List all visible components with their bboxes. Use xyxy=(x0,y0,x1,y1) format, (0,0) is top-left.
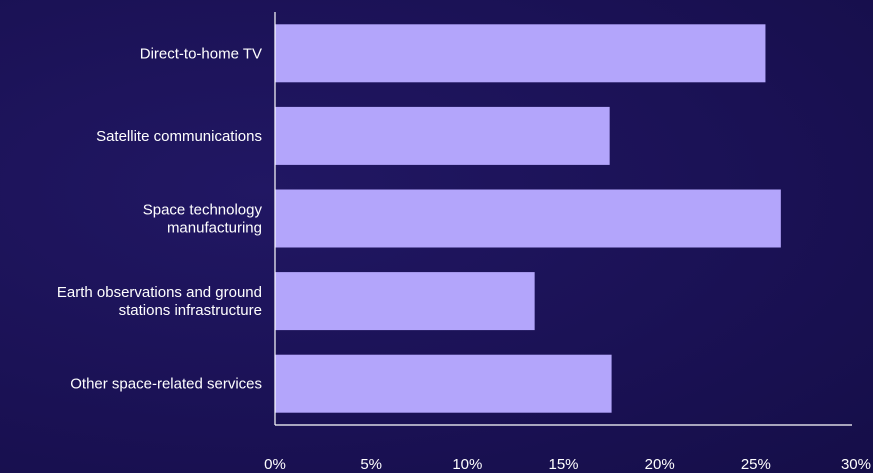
category-label: Space technology manufacturing xyxy=(143,202,263,237)
category-labels-group: Direct-to-home TV Satellite communication… xyxy=(57,45,263,392)
category-label-line: Space technology xyxy=(143,202,263,219)
category-label: Other space-related services xyxy=(70,376,262,393)
bar xyxy=(275,24,766,83)
category-label: Earth observations and ground stations in… xyxy=(57,284,262,319)
x-tick-label: 10% xyxy=(452,456,482,473)
x-tick-label: 25% xyxy=(741,456,771,473)
x-tick-label: 15% xyxy=(548,456,578,473)
bar xyxy=(275,189,781,248)
bar xyxy=(275,272,535,331)
bar xyxy=(275,106,610,165)
x-tick-labels-group: 0% 5% 10% 15% 20% 25% 30% xyxy=(264,456,871,473)
x-tick-label: 5% xyxy=(360,456,382,473)
category-label: Satellite communications xyxy=(96,128,262,145)
x-tick-label: 20% xyxy=(645,456,675,473)
category-label-line: Direct-to-home TV xyxy=(140,45,262,62)
category-label-line: manufacturing xyxy=(167,220,262,237)
category-label-line: Earth observations and ground xyxy=(57,284,262,301)
category-label-line: stations infrastructure xyxy=(119,302,262,319)
category-label: Direct-to-home TV xyxy=(140,45,262,62)
x-tick-label: 30% xyxy=(841,456,871,473)
bars-group xyxy=(275,24,781,413)
category-label-line: Satellite communications xyxy=(96,128,262,145)
bar xyxy=(275,354,612,413)
category-label-line: Other space-related services xyxy=(70,376,262,393)
x-tick-label: 0% xyxy=(264,456,286,473)
